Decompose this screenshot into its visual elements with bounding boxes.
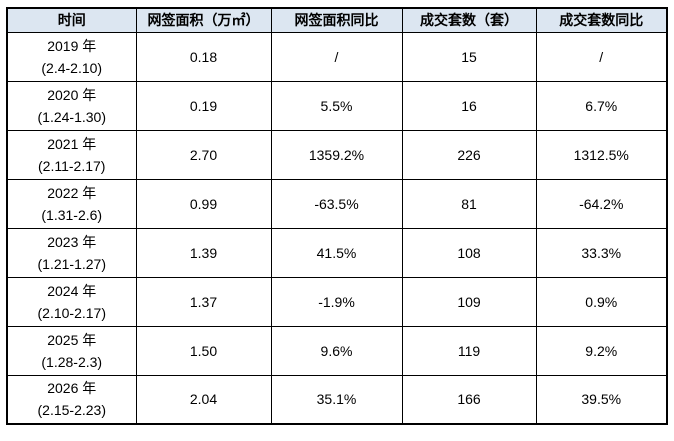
cell-time: 2025 年 (1.28-2.3) (6, 325, 137, 376)
cell-area: 1.37 (135, 276, 272, 327)
cell-deals-yoy: 9.2% (535, 325, 668, 376)
date-range-label: (1.24-1.30) (37, 108, 106, 125)
table-row-2022: 2022 年 (1.31-2.6) 0.99 -63.5% 81 -64.2% (6, 178, 668, 229)
year-label: 2023 年 (47, 233, 97, 250)
date-range-label: (2.11-2.17) (38, 157, 106, 174)
table-row-2025: 2025 年 (1.28-2.3) 1.50 9.6% 119 9.2% (6, 325, 668, 376)
cell-time: 2023 年 (1.21-1.27) (6, 227, 137, 278)
cell-deals: 119 (401, 325, 537, 376)
year-label: 2019 年 (47, 37, 97, 54)
cell-area: 0.19 (135, 80, 272, 131)
cell-area-yoy: / (270, 31, 403, 82)
date-range-label: (2.10-2.17) (37, 304, 106, 321)
cell-deals: 109 (401, 276, 537, 327)
cell-deals: 16 (401, 80, 537, 131)
cell-deals-yoy: 0.9% (535, 276, 668, 327)
table-row-2020: 2020 年 (1.24-1.30) 0.19 5.5% 16 6.7% (6, 80, 668, 131)
cell-area-yoy: 9.6% (270, 325, 403, 376)
year-label: 2022 年 (47, 184, 97, 201)
year-label: 2020 年 (47, 86, 97, 103)
cell-area: 0.99 (135, 178, 272, 229)
cell-area: 0.18 (135, 31, 272, 82)
cell-area-yoy: 41.5% (270, 227, 403, 278)
cell-time: 2024 年 (2.10-2.17) (6, 276, 137, 327)
cell-area-yoy: 35.1% (270, 374, 403, 425)
year-label: 2021 年 (47, 135, 97, 152)
header-row: 时间 网签面积（万㎡） 网签面积同比 成交套数（套） 成交套数同比 (6, 7, 668, 33)
cell-deals: 81 (401, 178, 537, 229)
date-range-label: (2.15-2.23) (37, 402, 106, 419)
cell-area: 1.50 (135, 325, 272, 376)
header-deals-yoy: 成交套数同比 (535, 7, 668, 33)
year-label: 2025 年 (47, 331, 97, 348)
cell-area-yoy: 5.5% (270, 80, 403, 131)
housing-transactions-table: 时间 网签面积（万㎡） 网签面积同比 成交套数（套） 成交套数同比 2019 年… (6, 7, 668, 425)
year-label: 2024 年 (47, 282, 97, 299)
cell-deals-yoy: 1312.5% (535, 129, 668, 180)
cell-area-yoy: -1.9% (270, 276, 403, 327)
cell-area: 2.04 (135, 374, 272, 425)
cell-area-yoy: -63.5% (270, 178, 403, 229)
header-area-yoy: 网签面积同比 (270, 7, 403, 33)
table-row-2024: 2024 年 (2.10-2.17) 1.37 -1.9% 109 0.9% (6, 276, 668, 327)
cell-time: 2019 年 (2.4-2.10) (6, 31, 137, 82)
cell-time: 2026 年 (2.15-2.23) (6, 374, 137, 425)
cell-deals: 108 (401, 227, 537, 278)
cell-area: 1.39 (135, 227, 272, 278)
cell-deals: 15 (401, 31, 537, 82)
table-row-2021: 2021 年 (2.11-2.17) 2.70 1359.2% 226 1312… (6, 129, 668, 180)
cell-area-yoy: 1359.2% (270, 129, 403, 180)
cell-deals-yoy: 33.3% (535, 227, 668, 278)
year-label: 2026 年 (47, 380, 97, 397)
cell-time: 2020 年 (1.24-1.30) (6, 80, 137, 131)
date-range-label: (1.21-1.27) (37, 255, 106, 272)
table-row-2026: 2026 年 (2.15-2.23) 2.04 35.1% 166 39.5% (6, 374, 668, 425)
cell-deals-yoy: -64.2% (535, 178, 668, 229)
header-deals: 成交套数（套） (401, 7, 537, 33)
header-time: 时间 (6, 7, 137, 33)
cell-deals: 226 (401, 129, 537, 180)
cell-time: 2022 年 (1.31-2.6) (6, 178, 137, 229)
cell-deals-yoy: / (535, 31, 668, 82)
header-area: 网签面积（万㎡） (135, 7, 272, 33)
cell-deals: 166 (401, 374, 537, 425)
date-range-label: (2.4-2.10) (41, 59, 103, 76)
cell-deals-yoy: 6.7% (535, 80, 668, 131)
cell-deals-yoy: 39.5% (535, 374, 668, 425)
date-range-label: (1.28-2.3) (41, 353, 103, 370)
date-range-label: (1.31-2.6) (41, 206, 103, 223)
cell-area: 2.70 (135, 129, 272, 180)
table-row-2023: 2023 年 (1.21-1.27) 1.39 41.5% 108 33.3% (6, 227, 668, 278)
cell-time: 2021 年 (2.11-2.17) (6, 129, 137, 180)
table-row-2019: 2019 年 (2.4-2.10) 0.18 / 15 / (6, 31, 668, 82)
